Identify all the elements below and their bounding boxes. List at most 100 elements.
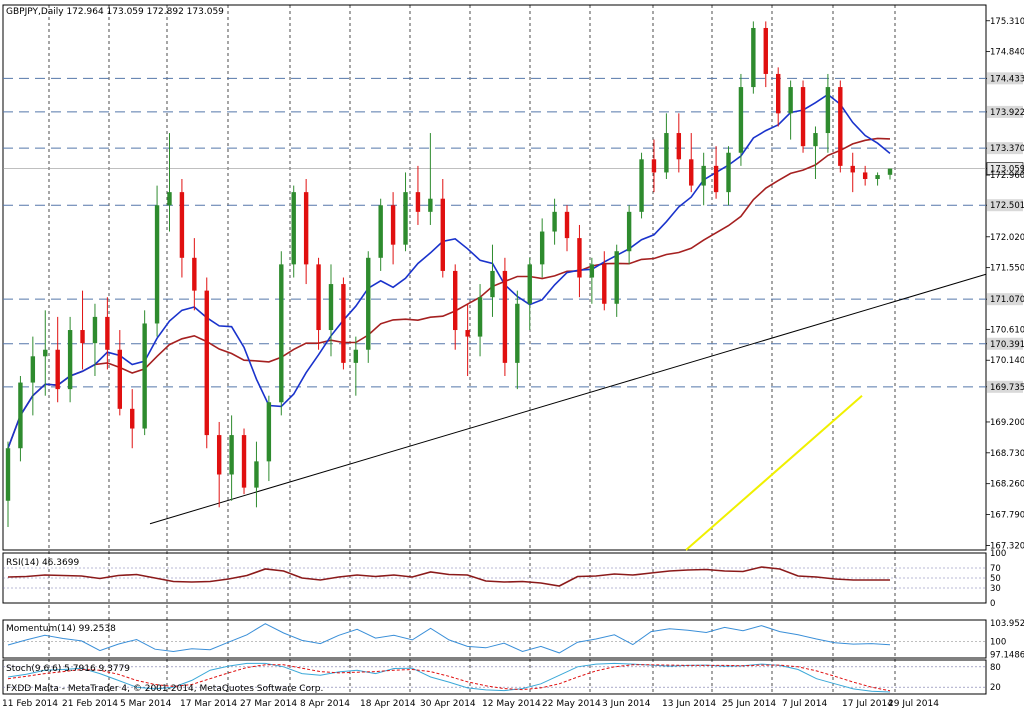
candle [726,146,731,206]
candle-body [18,382,23,449]
candle-body [602,264,607,304]
y-tick-label: 167.790 [990,511,1024,521]
x-tick-label: 12 May 2014 [482,699,541,709]
price-axis: 175.310 174.840 174.433 173.922 173.370 173.0… [986,17,1024,551]
candle-body [589,264,595,278]
candle-body [887,168,893,175]
trendlines [149,273,987,551]
candle [651,139,657,193]
candle-body [154,205,160,324]
platform-footer: FXDD Malta - MetaTrader 4, © 2001-2014, … [6,684,323,694]
candle [428,133,433,225]
candle-body [788,87,793,114]
time-axis: 11 Feb 2014 21 Feb 2014 5 Mar 2014 17 Mar 2… [2,699,939,709]
main-panel-frame [2,4,987,551]
candle-body [676,133,682,160]
candlesticks[interactable] [5,21,893,528]
ma-fast-line [7,93,891,449]
y-tick-label: 170.610 [990,325,1024,335]
level-label-box [987,105,1023,118]
x-tick-label: 13 Jun 2014 [662,699,716,709]
candle-body [453,270,458,331]
candle [490,244,495,317]
indicator-tick-label: 0 [990,599,995,609]
x-tick-label: 21 Feb 2014 [62,699,118,709]
candle-body [577,238,582,278]
indicator-tick-label: 100 [990,637,1006,647]
candle-body [279,264,284,403]
x-tick-label: 30 Apr 2014 [420,699,476,709]
yellow-trendline [685,394,863,551]
candle [465,303,470,376]
candle-body [179,192,185,258]
candle [241,428,247,495]
stoch-header: Stoch(9,6,6) 5.7916 9.3779 [6,664,130,674]
x-tick-label: 17 Jul 2014 [842,699,893,709]
x-tick-label: 5 Mar 2014 [120,699,172,709]
candle [341,277,346,370]
y-tick-label: 167.320 [990,541,1024,551]
candle [664,113,669,180]
level-label-box [987,142,1023,155]
y-tick-label: 172.501 [990,201,1024,211]
candle-body [403,192,408,245]
candle-body [80,330,85,344]
stoch-signal-line [7,664,891,692]
candle-body [713,165,719,193]
candle-body [838,87,843,166]
candle [552,198,557,245]
candle [813,126,818,180]
level-label-box [987,199,1023,212]
candle [477,284,483,357]
y-tick-label: 168.260 [990,480,1024,490]
candle [763,21,768,88]
candle-body [5,448,11,501]
indicator-tick-label: 50 [990,574,1001,584]
candle [738,73,744,166]
chart-symbol-header: GBPJPY,Daily 172.964 173.059 172.892 173… [6,7,224,17]
level-label-box [987,337,1023,350]
candle-body [701,165,706,186]
y-tick-label: 170.140 [990,356,1024,366]
candle [80,290,85,370]
candle-body [328,284,334,331]
candle-body [651,159,657,173]
candle-body [55,349,60,390]
candle-body [67,330,73,390]
x-tick-label: 3 Jun 2014 [602,699,651,709]
x-tick-label: 22 May 2014 [542,699,601,709]
candle-body [825,87,831,134]
candle [130,389,135,449]
candle [502,257,508,376]
candle-body [229,435,234,475]
candle [639,152,644,219]
candle-body [800,87,806,147]
candle [403,172,408,252]
candle-body [552,211,557,232]
horizontal-levels [3,77,986,388]
candle-body [639,159,644,212]
candle-body [539,231,545,265]
candle-body [775,73,781,114]
stoch-panel-frame [2,659,987,695]
y-tick-label: 172.020 [990,233,1024,243]
candle [453,264,458,350]
candle [366,251,371,363]
y-tick-label: 172.960 [990,171,1024,181]
candle [204,277,209,449]
y-tick-label: 175.310 [990,17,1024,27]
candle [179,179,185,278]
indicator-tick-label: 103.9529 [990,619,1024,629]
momentum-indicator: 103.9529 100 97.1486 [3,619,1024,661]
candle-body [167,192,172,206]
momentum-header: Momentum(14) 99.2538 [6,624,116,634]
candle [92,303,98,376]
indicator-tick-label: 20 [990,683,1001,693]
momentum-panel-frame [2,619,987,659]
candle-body [850,165,855,173]
candle-body [204,290,209,436]
candle-body [117,349,123,409]
stochastic-indicator: 80 20 [3,663,1001,693]
candle [279,251,284,416]
